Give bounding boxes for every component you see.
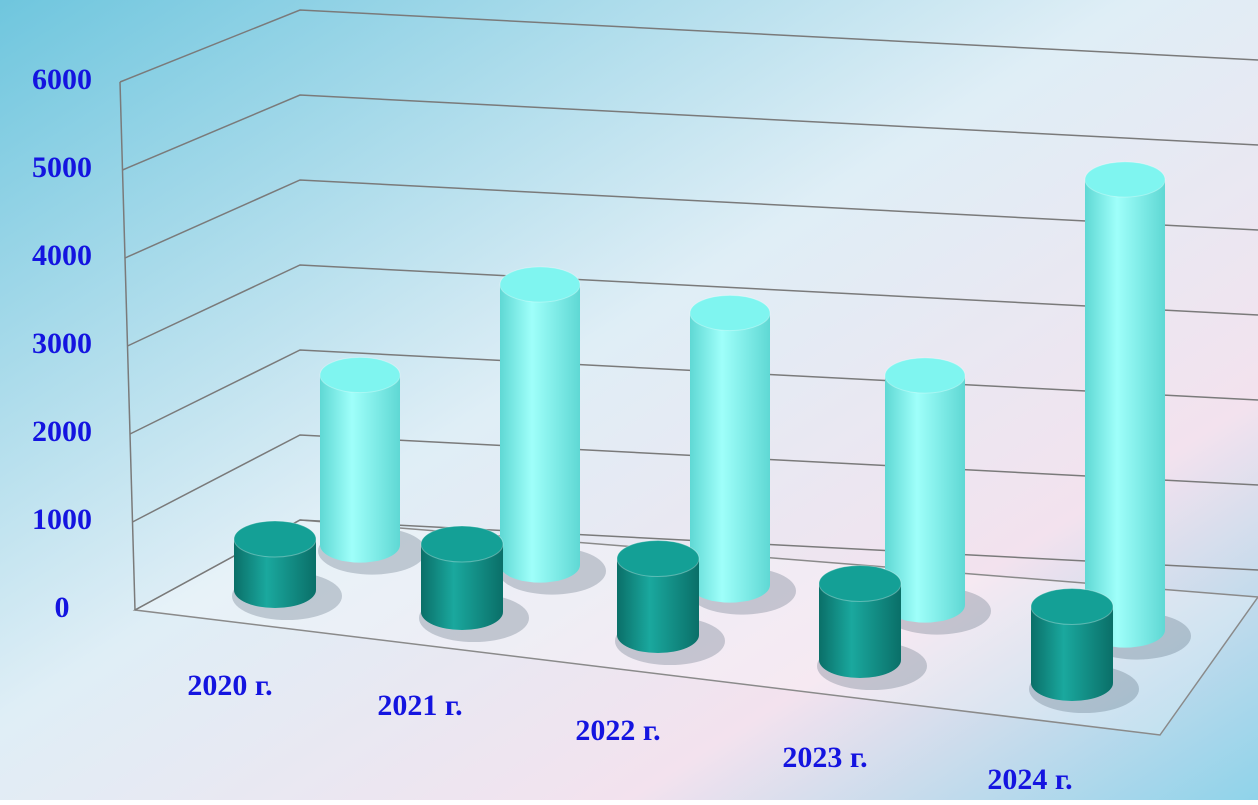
y-tick-label: 4000 — [32, 239, 92, 272]
cylinder-top — [1085, 162, 1165, 197]
cylinder-top — [690, 295, 770, 330]
x-tick-label: 2023 г. — [782, 741, 867, 774]
cylinder — [500, 285, 580, 566]
cylinder-top — [819, 565, 901, 601]
cylinder — [1085, 180, 1165, 631]
y-tick-label: 2000 — [32, 415, 92, 448]
cylinder-top — [617, 540, 699, 576]
y-tick-label: 1000 — [32, 503, 92, 536]
x-tick-label: 2021 г. — [377, 689, 462, 722]
cylinder-top — [421, 526, 503, 562]
y-tick-label: 6000 — [32, 63, 92, 96]
cylinder — [320, 375, 400, 545]
cylinder — [885, 376, 965, 606]
x-tick-label: 2020 г. — [187, 669, 272, 702]
y-tick-label: 3000 — [32, 327, 92, 360]
cylinder-top — [234, 521, 316, 557]
y-tick-label: 0 — [55, 591, 70, 624]
cylinder-top — [500, 267, 580, 302]
cylinder — [690, 313, 770, 585]
x-tick-label: 2024 г. — [987, 763, 1072, 796]
cylinder-top — [320, 357, 400, 392]
cylinder-top — [1031, 588, 1113, 624]
y-tick-label: 5000 — [32, 151, 92, 184]
x-tick-label: 2022 г. — [575, 714, 660, 747]
cylinder-top — [885, 358, 965, 393]
